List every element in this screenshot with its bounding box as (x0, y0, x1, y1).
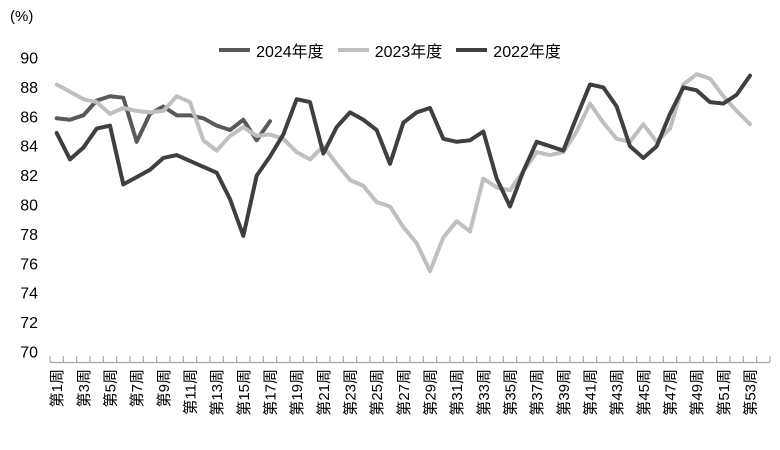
x-axis-tick-label: 第29周 (422, 369, 440, 416)
x-axis-tick-label: 第17周 (262, 369, 280, 416)
x-axis-tick-label: 第53周 (742, 369, 760, 416)
legend-line-swatch (219, 48, 251, 52)
x-axis-tick-label: 第13周 (208, 369, 226, 416)
legend-line-swatch (456, 48, 488, 52)
legend-item-2023: 2023年度 (337, 38, 443, 62)
y-axis-tick-label: 84 (20, 139, 38, 156)
legend-item-2024: 2024年度 (219, 38, 324, 62)
x-axis-tick-label: 第51周 (715, 369, 733, 416)
x-axis-line (49, 356, 771, 364)
y-axis-unit-label: (%) (10, 8, 34, 25)
y-axis-tick-label: 72 (20, 315, 38, 332)
y-axis-tick-label: 90 (20, 51, 38, 68)
legend-label: 2024年度 (256, 44, 324, 61)
y-axis-tick-label: 88 (20, 80, 38, 97)
x-axis-tick-label: 第15周 (235, 369, 253, 416)
x-axis-tick-label: 第35周 (502, 369, 520, 416)
x-axis-tick-label: 第19周 (288, 369, 306, 416)
y-axis-tick-label: 80 (20, 198, 38, 215)
legend-line-swatch (337, 48, 369, 52)
x-axis-tick-label: 第3周 (75, 369, 93, 407)
x-axis-tick-label: 第27周 (395, 369, 413, 416)
series-line-2022 (54, 73, 752, 238)
x-axis-tick-label: 第1周 (48, 369, 66, 407)
x-axis-tick-label: 第21周 (315, 369, 333, 416)
x-axis-tick-label: 第9周 (155, 369, 173, 407)
legend-label: 2023年度 (374, 44, 443, 61)
y-axis-tick-label: 82 (20, 168, 38, 185)
y-axis-tick-label: 78 (20, 227, 38, 244)
x-axis-tick-label: 第39周 (555, 369, 573, 416)
x-axis-tick-label: 第47周 (662, 369, 680, 416)
x-axis-tick-label: 第11周 (182, 369, 200, 415)
x-axis-tick-label: 第37周 (528, 369, 546, 416)
x-axis-tick-label: 第5周 (102, 369, 120, 407)
legend: 2024年度 2023年度 2022年度 (0, 38, 780, 62)
x-axis-tick-label: 第45周 (635, 369, 653, 416)
legend-label: 2022年度 (493, 44, 561, 61)
series-line-2023 (54, 72, 752, 274)
x-axis-tick-label: 第41周 (582, 369, 600, 416)
x-axis-tick-label: 第33周 (475, 369, 493, 416)
y-axis-tick-label: 74 (20, 286, 38, 303)
x-axis-tick-label: 第43周 (608, 369, 626, 416)
legend-item-2022: 2022年度 (456, 38, 561, 62)
y-axis-tick-label: 70 (20, 345, 38, 362)
y-axis-tick-label: 76 (20, 256, 38, 273)
x-axis-tick-label: 第31周 (448, 369, 466, 416)
y-axis-tick-label: 86 (20, 109, 38, 126)
x-axis-tick-label: 第7周 (128, 369, 146, 407)
x-axis-tick-label: 第23周 (342, 369, 360, 416)
series-line-2024 (54, 94, 272, 144)
x-axis-tick-label: 第25周 (368, 369, 386, 416)
x-axis-tick-label: 第49周 (688, 369, 706, 416)
